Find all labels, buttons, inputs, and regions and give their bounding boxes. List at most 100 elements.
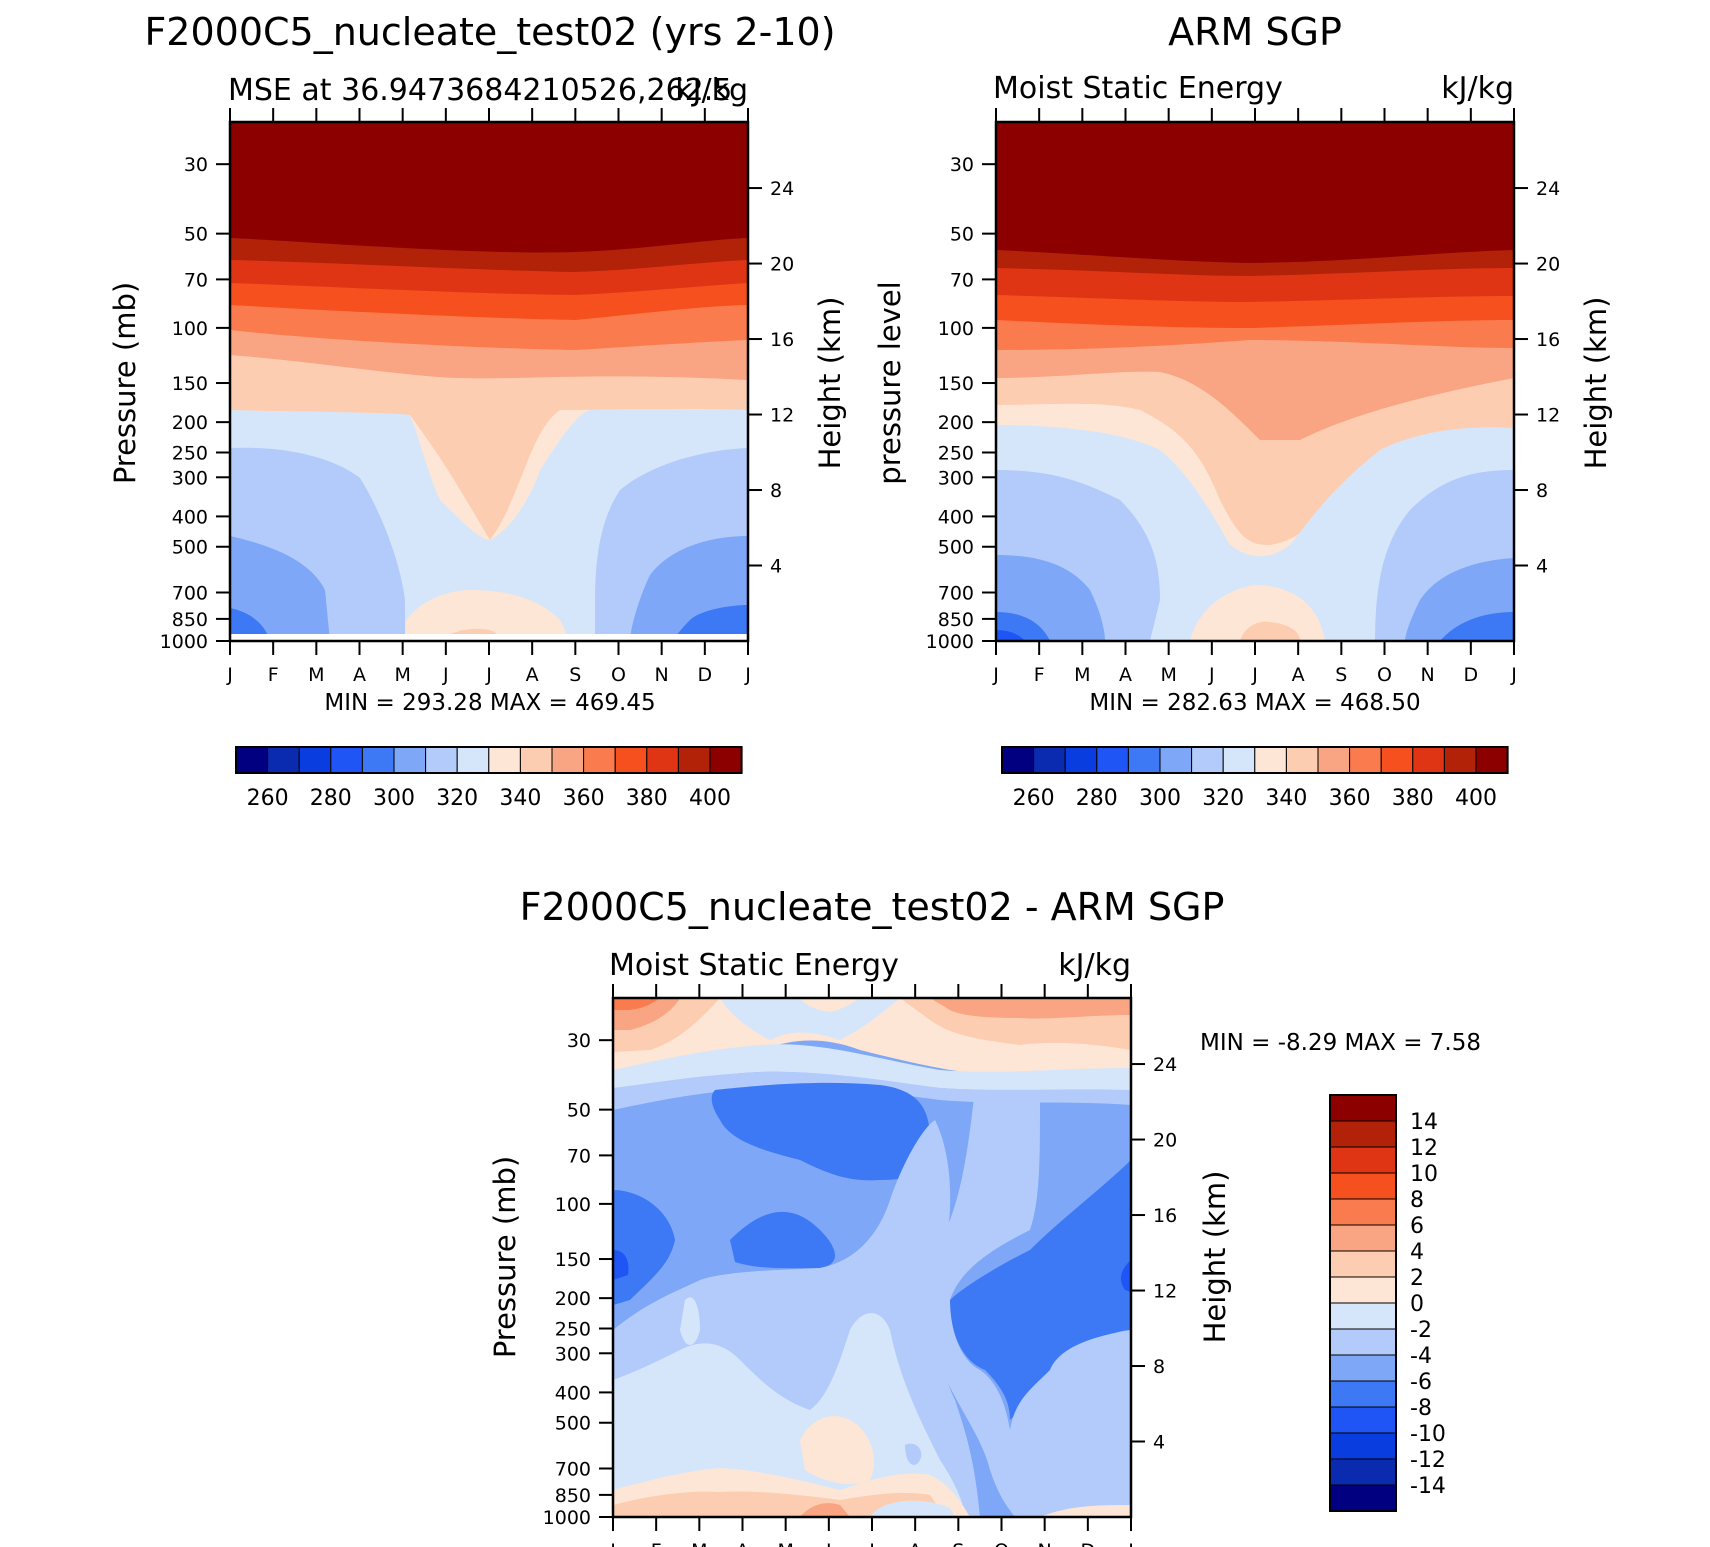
colorbar-label: 10 bbox=[1410, 1162, 1438, 1187]
pressure-tick-label: 500 bbox=[172, 537, 208, 559]
height-tick-label: 24 bbox=[1153, 1054, 1177, 1076]
month-tick-label: N bbox=[655, 664, 669, 686]
height-tick-label: 16 bbox=[1536, 329, 1560, 351]
pressure-tick-label: 200 bbox=[938, 412, 974, 434]
pressure-tick-label: 300 bbox=[938, 467, 974, 489]
pressure-tick-label: 500 bbox=[938, 537, 974, 559]
month-tick-label: A bbox=[1119, 664, 1132, 686]
contour-plot bbox=[996, 122, 1514, 641]
colorbar-swatch bbox=[1329, 1276, 1397, 1304]
colorbar-label: 2 bbox=[1410, 1266, 1424, 1291]
colorbar-swatch bbox=[1317, 746, 1351, 774]
height-tick-label: 4 bbox=[770, 556, 782, 578]
month-tick-label: F bbox=[1034, 664, 1045, 686]
colorbar-label: -2 bbox=[1410, 1318, 1432, 1343]
colorbar-swatch bbox=[583, 746, 616, 774]
colorbar-swatch bbox=[1329, 1094, 1397, 1122]
height-tick-label: 4 bbox=[1536, 556, 1548, 578]
colorbar-swatch bbox=[1329, 1354, 1397, 1382]
colorbar-label: 260 bbox=[1013, 786, 1055, 811]
colorbar-swatch bbox=[1380, 746, 1414, 774]
colorbar-swatch bbox=[361, 746, 395, 774]
colorbar-swatch bbox=[1329, 1328, 1397, 1356]
pressure-tick-label: 50 bbox=[184, 224, 208, 246]
colorbar-label: 360 bbox=[563, 786, 605, 811]
month-tick-label: O bbox=[994, 1540, 1009, 1547]
pressure-tick-label: 150 bbox=[938, 373, 974, 395]
height-axis: 24 20 16 12 8 4 bbox=[1131, 1054, 1177, 1454]
month-tick-label: J bbox=[442, 664, 449, 686]
colorbar-swatch bbox=[646, 746, 679, 774]
height-tick-label: 8 bbox=[1153, 1356, 1165, 1378]
panel-title: ARM SGP bbox=[1168, 10, 1342, 54]
pressure-tick-label: 100 bbox=[555, 1194, 591, 1216]
month-tick-label: M bbox=[394, 664, 410, 686]
pressure-tick-label: 150 bbox=[172, 373, 208, 395]
units-label: kJ/kg bbox=[1441, 71, 1514, 106]
y-axis-right-label: Height (km) bbox=[1579, 297, 1613, 470]
pressure-tick-label: 850 bbox=[555, 1485, 591, 1507]
colorbar-label: 280 bbox=[1076, 786, 1118, 811]
height-axis: 24 20 16 12 8 4 bbox=[1514, 178, 1560, 578]
month-tick-label: J bbox=[1208, 664, 1215, 686]
month-tick-label: J bbox=[1251, 664, 1258, 686]
pressure-tick-label: 250 bbox=[938, 442, 974, 464]
panel-title: F2000C5_nucleate_test02 - ARM SGP bbox=[520, 885, 1225, 929]
colorbar-label: -8 bbox=[1410, 1396, 1432, 1421]
units-label: kJ/kg bbox=[675, 73, 748, 108]
month-tick-label: A bbox=[909, 1540, 922, 1547]
y-axis-right-label: Height (km) bbox=[1198, 1171, 1232, 1344]
month-tick-label: M bbox=[1074, 664, 1090, 686]
month-tick-label: J bbox=[1127, 1540, 1134, 1547]
height-tick-label: 24 bbox=[770, 178, 794, 200]
pressure-tick-label: 50 bbox=[950, 224, 974, 246]
panel-difference: F2000C5_nucleate_test02 - ARM SGP Moist … bbox=[488, 885, 1481, 1547]
panel-subtitle: Moist Static Energy bbox=[609, 948, 899, 983]
pressure-tick-label: 300 bbox=[555, 1343, 591, 1365]
colorbar-swatch bbox=[1412, 746, 1445, 774]
month-tick-label: D bbox=[1081, 1540, 1096, 1547]
colorbar-swatch bbox=[1159, 746, 1193, 774]
colorbar-swatch bbox=[1329, 1406, 1397, 1434]
pressure-tick-label: 250 bbox=[172, 442, 208, 464]
pressure-tick-label: 700 bbox=[555, 1458, 591, 1480]
pressure-tick-label: 200 bbox=[172, 412, 208, 434]
y-axis-label: pressure level bbox=[873, 281, 907, 484]
month-tick-label: F bbox=[651, 1540, 662, 1547]
panel-obs: ARM SGP Moist Static Energy kJ/kg 30 50 70… bbox=[873, 10, 1613, 811]
min-max-label: MIN = -8.29 MAX = 7.58 bbox=[1200, 1030, 1481, 1056]
y-axis-label: Pressure (mb) bbox=[488, 1156, 522, 1358]
colorbar-swatch bbox=[519, 746, 553, 774]
colorbar-label: 380 bbox=[626, 786, 668, 811]
colorbar-swatch bbox=[1329, 1198, 1397, 1226]
colorbar-swatch bbox=[1096, 746, 1129, 774]
pressure-tick-label: 850 bbox=[172, 609, 208, 631]
pressure-tick-label: 700 bbox=[172, 582, 208, 604]
pressure-tick-label: 250 bbox=[555, 1318, 591, 1340]
y-axis-right-label: Height (km) bbox=[813, 297, 847, 470]
colorbar-swatch bbox=[1443, 746, 1477, 774]
colorbar-swatch bbox=[709, 746, 743, 774]
colorbar-swatch bbox=[330, 746, 363, 774]
colorbar-swatch bbox=[1033, 746, 1066, 774]
colorbar-swatch bbox=[1222, 746, 1256, 774]
colorbar-label: 12 bbox=[1410, 1136, 1438, 1161]
month-tick-label: J bbox=[226, 664, 233, 686]
colorbar-swatch bbox=[1191, 746, 1224, 774]
month-tick-label: O bbox=[1377, 664, 1392, 686]
colorbar-swatch bbox=[235, 746, 269, 774]
month-tick-label: M bbox=[777, 1540, 793, 1547]
min-max-label: MIN = 293.28 MAX = 469.45 bbox=[324, 690, 655, 716]
height-tick-label: 20 bbox=[770, 254, 794, 276]
month-tick-label: S bbox=[952, 1540, 964, 1547]
month-tick-label: S bbox=[569, 664, 581, 686]
colorbar-frame bbox=[235, 746, 743, 774]
panel-model: F2000C5_nucleate_test02 (yrs 2-10) MSE a… bbox=[108, 10, 847, 811]
height-tick-label: 12 bbox=[1536, 405, 1560, 427]
height-tick-label: 8 bbox=[770, 480, 782, 502]
month-tick-label: N bbox=[1421, 664, 1435, 686]
